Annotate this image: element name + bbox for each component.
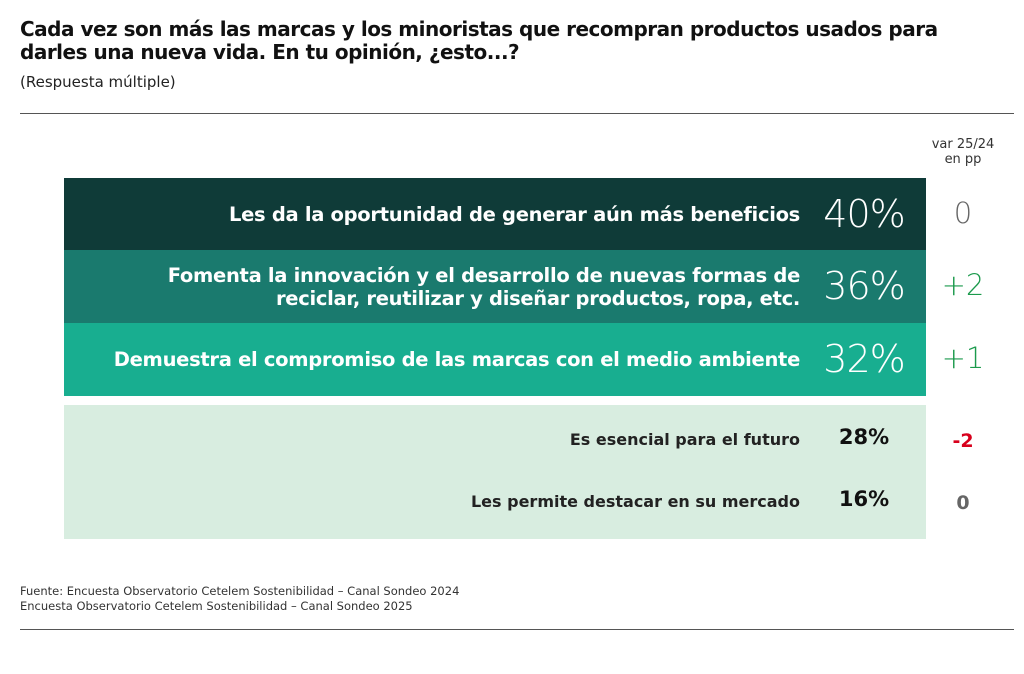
- bar-value-label: 16%: [838, 487, 890, 511]
- bar-row-3: Demuestra el compromiso de las marcas co…: [64, 323, 926, 396]
- variation-column-header: var 25/24 en pp: [922, 137, 1004, 167]
- chart-subtitle: (Respuesta múltiple): [20, 73, 176, 91]
- bar-value-label: 36%: [823, 263, 905, 308]
- top-divider: [20, 113, 1014, 114]
- bar-row-4: Es esencial para el futuro 28%: [64, 425, 926, 455]
- variation-header-line2: en pp: [944, 152, 982, 167]
- bar-value-label: 32%: [823, 336, 905, 381]
- variation-value: -2: [952, 430, 974, 452]
- variation-value: 0: [956, 492, 970, 514]
- bar-row-1: Les da la oportunidad de generar aún más…: [64, 178, 926, 251]
- bar-label-line: Demuestra el compromiso de las marcas co…: [113, 348, 801, 371]
- bar-row-5: Les permite destacar en su mercado 16%: [64, 487, 926, 517]
- source-line-2: Encuesta Observatorio Cetelem Sostenibil…: [20, 599, 413, 613]
- bar-row-2: Fomenta la innovación y el desarrollo de…: [64, 250, 926, 323]
- bar-label: Demuestra el compromiso de las marcas co…: [113, 348, 801, 371]
- chart-title: Cada vez son más las marcas y los minori…: [20, 17, 938, 64]
- source-note: Fuente: Encuesta Observatorio Cetelem So…: [20, 584, 459, 614]
- bar-label: Fomenta la innovación y el desarrollo de…: [167, 263, 801, 310]
- bar-value-label: 28%: [838, 425, 890, 449]
- variation-header-line1: var 25/24: [931, 137, 995, 152]
- bar-label-line: Les da la oportunidad de generar aún más…: [228, 203, 800, 226]
- bar-label: Les da la oportunidad de generar aún más…: [229, 203, 800, 226]
- variation-value: +1: [941, 341, 985, 375]
- bar-value-label: 40%: [823, 191, 905, 236]
- variation-value: +2: [941, 268, 985, 302]
- bar-label-line: reciclar, reutilizar y diseñar productos…: [275, 286, 800, 310]
- source-line-1: Fuente: Encuesta Observatorio Cetelem So…: [20, 584, 460, 598]
- bottom-divider: [20, 629, 1014, 630]
- variation-value: 0: [953, 196, 973, 230]
- bar-label: Es esencial para el futuro: [569, 430, 800, 449]
- bar-label: Les permite destacar en su mercado: [470, 492, 800, 511]
- bar-label-line: Fomenta la innovación y el desarrollo de…: [167, 263, 801, 287]
- secondary-answers-panel: Es esencial para el futuro 28% Les permite…: [64, 405, 926, 539]
